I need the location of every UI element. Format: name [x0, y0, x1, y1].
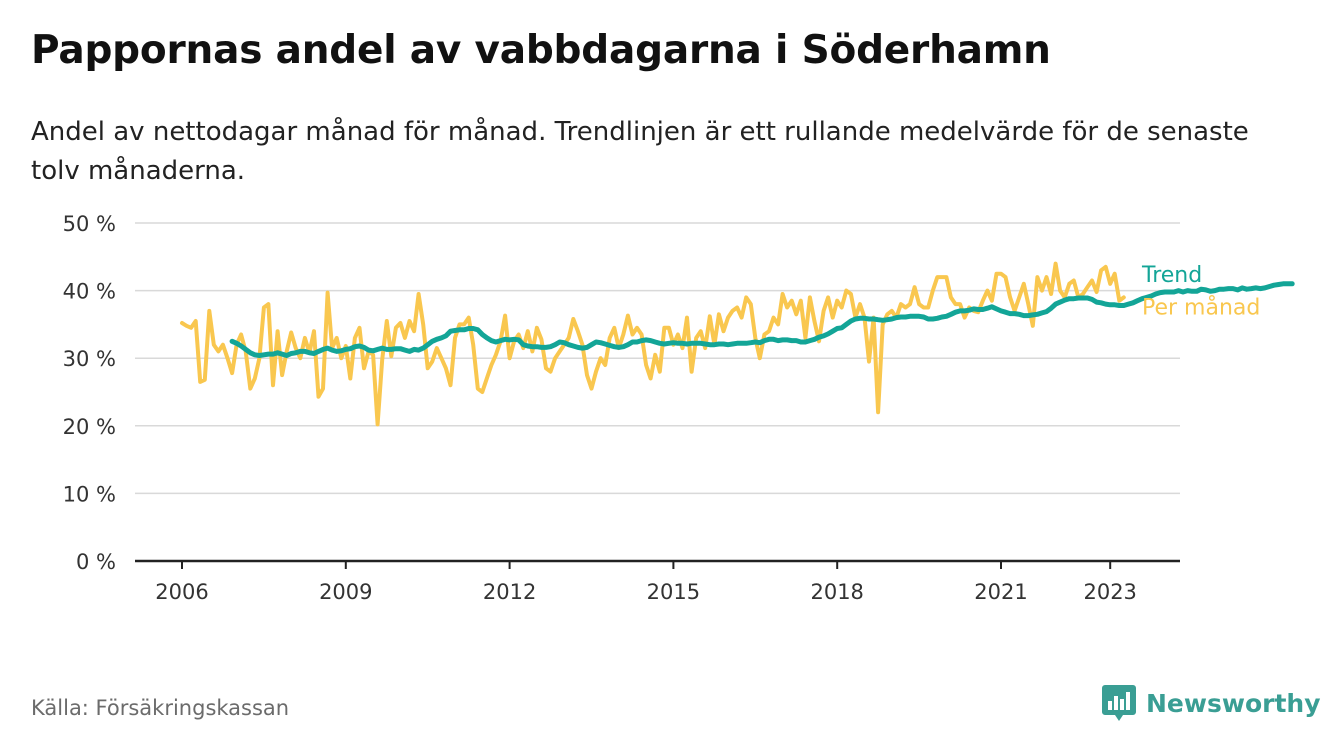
brand-logo[interactable]: Newsworthy — [1102, 683, 1321, 723]
series-lines — [180, 261, 1295, 427]
y-tick-label: 30 % — [63, 347, 116, 371]
grid-lines — [135, 222, 1180, 495]
x-axis: 2006 2009 2012 2015 2018 2021 2023 — [135, 559, 1180, 604]
y-tick-label: 10 % — [63, 482, 116, 506]
source-note: Källa: Försäkringskassan — [31, 696, 290, 720]
series-line-per-manad — [180, 261, 1126, 427]
y-tick-label: 40 % — [63, 280, 116, 304]
chart-subtitle: Andel av nettodagar månad för månad. Tre… — [31, 117, 1249, 186]
x-tick-label: 2006 — [155, 580, 208, 604]
x-tick-label: 2018 — [810, 580, 863, 604]
series-label-trend: Trend — [1141, 263, 1202, 288]
bar-chart-bubble-icon — [1102, 685, 1136, 721]
y-tick-label: 20 % — [63, 415, 116, 439]
y-axis-tick-labels: 0 % 10 % 20 % 30 % 40 % 50 % — [63, 212, 116, 574]
x-tick-label: 2021 — [974, 580, 1027, 604]
line-chart: 0 % 10 % 20 % 30 % 40 % 50 % 2006 2009 2012 2015… — [63, 212, 1295, 604]
x-tick-label: 2009 — [319, 580, 372, 604]
x-tick-label: 2012 — [483, 580, 536, 604]
series-end-labels: Per månad Trend — [1141, 263, 1260, 321]
series-label-per-manad: Per månad — [1142, 294, 1260, 320]
x-tick-label: 2015 — [647, 580, 700, 604]
brand-name: Newsworthy — [1146, 688, 1321, 718]
page-title: Pappornas andel av vabbdagarna i Söderha… — [31, 28, 1051, 73]
x-tick-label: 2023 — [1083, 580, 1136, 604]
series-line-trend — [229, 281, 1295, 358]
y-tick-label: 0 % — [76, 550, 116, 574]
y-tick-label: 50 % — [63, 212, 116, 236]
